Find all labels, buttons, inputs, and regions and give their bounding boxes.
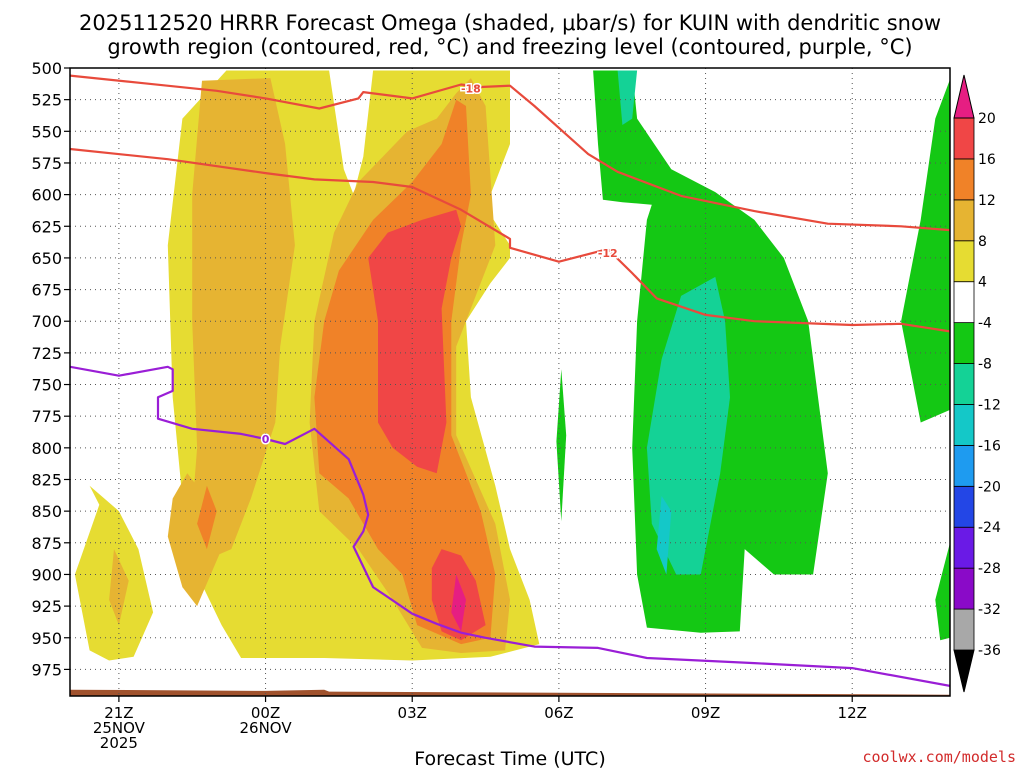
contour-label: -12 [598, 247, 618, 260]
omega-region-8 [368, 209, 462, 474]
plot-area: -18 -12 0 [69, 67, 951, 697]
chart-title-line2: growth region (contoured, red, °C) and f… [107, 35, 912, 59]
chart-title-line1: 2025112520 HRRR Forecast Omega (shaded, … [79, 11, 941, 35]
omega-region-12 [556, 369, 567, 522]
colorbar-bin [953, 485, 975, 528]
colorbar-bin [953, 444, 975, 487]
colorbar-bin [953, 240, 975, 283]
y-tick-label: 525 [31, 91, 62, 110]
colorbar-bin [953, 526, 975, 569]
y-tick-label: 825 [31, 470, 62, 489]
colorbar-tick-label: -32 [978, 602, 1001, 618]
omega-region-15 [617, 70, 638, 125]
terrain-ground [70, 689, 950, 696]
colorbar-tick-label: -28 [978, 561, 1001, 577]
colorbar-lower-triangle [953, 649, 975, 693]
colorbar-bin [953, 567, 975, 610]
x-tick-label: 25NOV [93, 719, 146, 737]
credit-text: coolwx.com/models [862, 748, 1016, 766]
y-tick-label: 675 [31, 281, 62, 300]
y-tick-label: 700 [31, 312, 62, 331]
colorbar-upper-triangle [953, 74, 975, 119]
colorbar-tick-label: -20 [978, 479, 1001, 495]
y-tick-label: 975 [31, 660, 62, 679]
terrain-fill [70, 689, 950, 696]
x-tick-label: 03Z [398, 704, 427, 722]
y-tick-label: 550 [31, 122, 62, 141]
y-tick-label: 650 [31, 249, 62, 268]
omega-shading [74, 70, 950, 661]
y-tick-label: 575 [31, 154, 62, 173]
contour--12 [70, 147, 950, 333]
x-tick-label: 00Z [251, 704, 280, 722]
x-tick-label: 06Z [544, 704, 573, 722]
y-tick-label: 925 [31, 597, 62, 616]
colorbar-tick-label: 8 [978, 234, 987, 250]
omega-region-10 [451, 574, 466, 632]
contour-label: -18 [461, 82, 481, 95]
omega-region-5 [109, 549, 129, 626]
contour-0 [70, 365, 950, 687]
colorbar-bin [953, 158, 975, 201]
omega-region-16 [646, 276, 730, 575]
colorbar-bin [953, 281, 975, 324]
colorbar-tick-label: -36 [978, 643, 1001, 659]
colorbar-bin [953, 199, 975, 242]
y-tick-label: 625 [31, 217, 62, 236]
y-tick-label: 900 [31, 565, 62, 584]
x-tick-label: 12Z [838, 704, 867, 722]
colorbar-tick-label: -12 [978, 397, 1001, 413]
contour-label: 0 [262, 433, 270, 446]
contour-labels: -18 -12 0 [260, 81, 619, 448]
omega-region-7 [197, 485, 217, 550]
colorbar: -36 -32 -28 -24 -20 -16 -12 -8 -4 4 8 12 16 20 [953, 74, 1001, 693]
colorbar-tick-label: 4 [978, 275, 987, 291]
colorbar-bin [953, 322, 975, 364]
colorbar-bin [953, 117, 975, 160]
x-tick-label: 21Z [104, 704, 133, 722]
y-tick-label: 775 [31, 407, 62, 426]
y-tick-label: 500 [31, 59, 62, 78]
temperature-contours [70, 74, 950, 687]
y-axis-pressure: 500 525 550 575 600 625 650 675 700 725 750 775 800 8… [31, 59, 70, 679]
y-tick-label: 950 [31, 629, 62, 648]
x-tick-label: 2025 [100, 734, 138, 752]
y-tick-label: 850 [31, 502, 62, 521]
colorbar-tick-label: -4 [978, 316, 992, 332]
colorbar-tick-label: 20 [978, 111, 996, 127]
plot-frame [69, 67, 951, 697]
omega-region-14 [935, 542, 950, 641]
colorbar-bin [953, 608, 975, 651]
y-tick-label: 750 [31, 376, 62, 395]
x-tick-label: 09Z [691, 704, 720, 722]
colorbar-bin [953, 404, 975, 446]
y-tick-label: 800 [31, 439, 62, 458]
colorbar-tick-label: -24 [978, 520, 1001, 536]
colorbar-tick-label: -16 [978, 438, 1001, 454]
colorbar-tick-label: 16 [978, 152, 996, 168]
omega-region-17 [656, 496, 672, 575]
omega-region-13 [901, 79, 950, 423]
y-tick-label: 600 [31, 186, 62, 205]
x-tick-label: 26NOV [239, 719, 292, 737]
y-tick-label: 725 [31, 344, 62, 363]
colorbar-tick-label: -8 [978, 357, 992, 373]
y-tick-label: 875 [31, 534, 62, 553]
x-axis-label: Forecast Time (UTC) [414, 748, 605, 768]
colorbar-bin [953, 363, 975, 405]
colorbar-tick-label: 12 [978, 193, 996, 209]
contour--18 [70, 74, 950, 232]
